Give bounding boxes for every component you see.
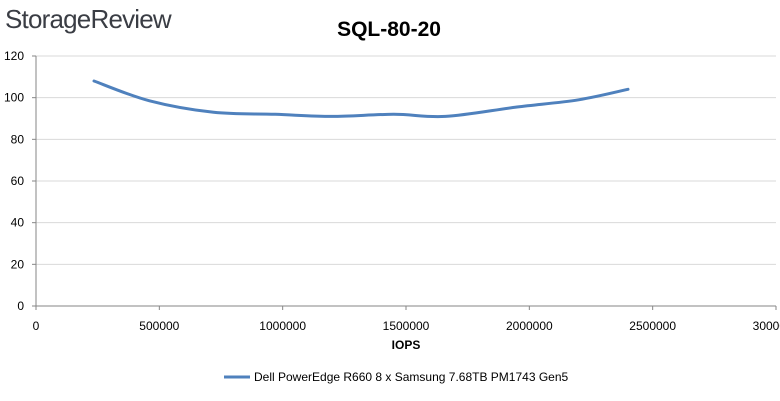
x-tick-label: 0 — [33, 319, 40, 333]
axes — [32, 55, 777, 310]
x-tick-label: 1500000 — [383, 319, 430, 333]
y-tick-label: 40 — [11, 216, 25, 230]
grid-lines — [36, 55, 776, 265]
chart-title: SQL-80-20 — [337, 18, 441, 41]
series-lines — [92, 79, 630, 119]
y-tick-label: 120 — [4, 49, 24, 63]
x-tick-label: 2500000 — [629, 319, 676, 333]
brand-logo: StorageReview — [5, 4, 172, 34]
x-axis-label: IOPS — [392, 338, 421, 352]
y-tick-label: 60 — [11, 174, 25, 188]
y-tick-label: 20 — [11, 257, 25, 271]
legend: Dell PowerEdge R660 8 x Samsung 7.68TB P… — [224, 370, 569, 384]
legend-label: Dell PowerEdge R660 8 x Samsung 7.68TB P… — [254, 370, 569, 384]
x-tick-label: 3000000 — [753, 319, 780, 333]
y-tick-labels: 0 20 40 60 80 100 120 — [4, 49, 24, 313]
x-tick-label: 500000 — [139, 319, 179, 333]
y-tick-label: 80 — [11, 132, 25, 146]
y-tick-label: 0 — [17, 299, 24, 313]
x-tick-label: 1000000 — [259, 319, 306, 333]
x-tick-labels: 0 500000 1000000 1500000 2000000 2500000 30000… — [33, 319, 780, 333]
series-line — [92, 79, 630, 119]
x-tick-label: 2000000 — [506, 319, 553, 333]
y-tick-label: 100 — [4, 91, 24, 105]
